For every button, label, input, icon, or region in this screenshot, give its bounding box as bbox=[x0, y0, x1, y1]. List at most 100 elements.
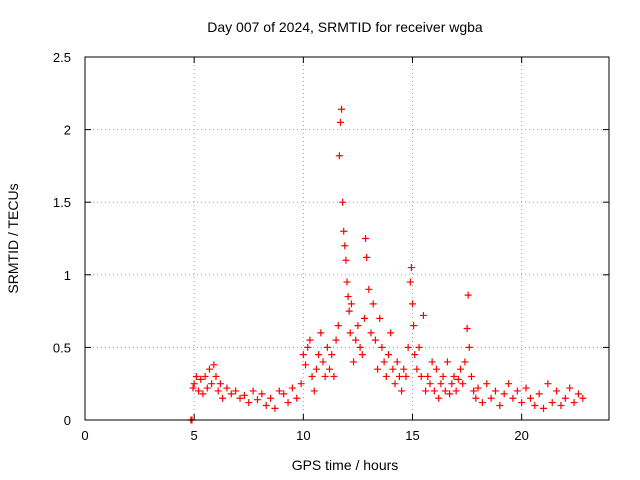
data-point bbox=[358, 351, 366, 359]
data-point bbox=[271, 404, 279, 412]
plot-frame bbox=[84, 56, 610, 421]
data-point bbox=[304, 343, 312, 351]
data-point bbox=[249, 387, 257, 395]
data-point bbox=[363, 253, 371, 261]
data-point bbox=[310, 387, 318, 395]
data-point bbox=[374, 365, 382, 373]
data-point bbox=[315, 351, 323, 359]
data-point bbox=[284, 399, 292, 407]
data-point bbox=[579, 394, 587, 402]
data-point bbox=[338, 105, 346, 113]
data-point bbox=[362, 235, 370, 242]
data-point bbox=[189, 384, 197, 392]
data-point bbox=[297, 380, 305, 388]
data-point bbox=[415, 343, 423, 351]
data-point bbox=[210, 361, 218, 369]
y-tick-label: 2 bbox=[64, 123, 71, 138]
data-point bbox=[216, 380, 224, 388]
data-point bbox=[380, 358, 388, 366]
data-point bbox=[378, 343, 386, 351]
data-point bbox=[570, 399, 578, 407]
data-point bbox=[302, 361, 310, 369]
data-point bbox=[342, 256, 350, 264]
data-point bbox=[197, 375, 205, 383]
data-point bbox=[356, 343, 364, 351]
data-point bbox=[343, 278, 351, 286]
y-tick-label: 1.5 bbox=[53, 195, 71, 210]
data-point bbox=[395, 372, 403, 380]
data-point bbox=[439, 372, 447, 380]
data-point bbox=[323, 343, 331, 351]
data-point bbox=[540, 404, 547, 412]
data-point bbox=[352, 336, 360, 344]
data-point bbox=[332, 336, 340, 344]
data-point bbox=[376, 314, 384, 322]
data-point bbox=[470, 387, 478, 395]
data-point bbox=[201, 372, 209, 380]
data-point bbox=[360, 314, 368, 322]
data-point bbox=[557, 401, 565, 409]
data-point bbox=[384, 351, 392, 359]
data-point bbox=[212, 372, 220, 380]
data-point bbox=[522, 384, 530, 392]
data-point bbox=[306, 336, 314, 344]
data-point bbox=[548, 399, 556, 407]
data-point bbox=[391, 380, 399, 388]
data-point bbox=[365, 285, 373, 293]
data-point bbox=[190, 380, 198, 388]
data-point bbox=[430, 387, 438, 395]
data-point bbox=[258, 390, 266, 398]
data-point bbox=[341, 242, 349, 250]
data-point bbox=[426, 380, 434, 388]
data-point bbox=[402, 372, 410, 380]
data-point bbox=[347, 300, 355, 308]
data-point bbox=[465, 343, 473, 351]
data-point bbox=[404, 343, 412, 351]
data-point bbox=[464, 291, 472, 299]
data-point bbox=[334, 322, 342, 330]
data-point bbox=[350, 358, 358, 366]
data-point bbox=[293, 394, 301, 402]
data-point bbox=[428, 358, 436, 366]
data-point bbox=[382, 372, 390, 380]
data-point bbox=[205, 365, 213, 373]
chart-title: Day 007 of 2024, SRMTID for receiver wgb… bbox=[207, 19, 483, 35]
x-tick-label: 0 bbox=[81, 428, 88, 443]
data-point bbox=[478, 399, 486, 407]
data-point bbox=[236, 394, 244, 402]
data-point bbox=[467, 372, 475, 380]
data-point bbox=[566, 384, 574, 392]
data-point bbox=[535, 390, 543, 398]
data-point bbox=[214, 387, 222, 395]
data-point bbox=[262, 401, 270, 409]
x-tick-label: 15 bbox=[405, 428, 419, 443]
data-point bbox=[275, 387, 283, 395]
data-point bbox=[526, 394, 534, 402]
data-point bbox=[419, 311, 427, 319]
data-point bbox=[240, 391, 248, 399]
data-point bbox=[393, 358, 401, 366]
data-point bbox=[253, 396, 261, 404]
data-point bbox=[208, 380, 216, 388]
data-point bbox=[450, 372, 458, 380]
data-point bbox=[354, 322, 362, 330]
data-point bbox=[463, 325, 471, 333]
data-point bbox=[335, 152, 343, 160]
data-point bbox=[496, 401, 504, 409]
data-point bbox=[483, 380, 491, 388]
data-point bbox=[454, 375, 462, 383]
data-point bbox=[443, 358, 451, 366]
data-point bbox=[410, 322, 418, 330]
data-point bbox=[330, 372, 338, 380]
data-point bbox=[367, 329, 375, 337]
data-point bbox=[336, 118, 344, 126]
data-point bbox=[199, 390, 207, 398]
data-point bbox=[195, 387, 203, 395]
y-tick-label: 0 bbox=[64, 413, 71, 428]
data-point bbox=[518, 399, 526, 407]
data-point bbox=[491, 387, 499, 395]
data-point bbox=[369, 300, 377, 308]
data-point bbox=[446, 390, 454, 398]
